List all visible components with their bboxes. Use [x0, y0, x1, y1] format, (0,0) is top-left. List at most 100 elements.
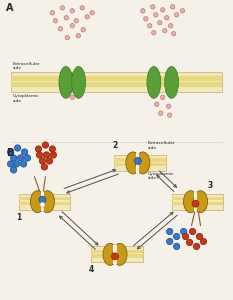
- Circle shape: [39, 196, 46, 203]
- Bar: [136, 153, 139, 172]
- Circle shape: [24, 155, 31, 161]
- Text: Cytoplasmic
side: Cytoplasmic side: [148, 172, 175, 181]
- Text: Extracellular
side: Extracellular side: [148, 141, 175, 150]
- Circle shape: [161, 95, 165, 100]
- Bar: [91, 246, 143, 262]
- Circle shape: [154, 102, 159, 106]
- Ellipse shape: [113, 243, 127, 266]
- Circle shape: [14, 161, 20, 167]
- Circle shape: [168, 24, 173, 28]
- Circle shape: [200, 238, 207, 244]
- Ellipse shape: [193, 191, 208, 213]
- Circle shape: [7, 149, 14, 155]
- Circle shape: [50, 11, 55, 15]
- Circle shape: [164, 16, 169, 20]
- Circle shape: [167, 238, 173, 244]
- Circle shape: [7, 161, 14, 167]
- Text: 4: 4: [89, 265, 94, 274]
- Bar: [114, 155, 166, 171]
- Ellipse shape: [136, 152, 150, 174]
- Bar: [114, 158, 166, 162]
- Circle shape: [21, 149, 28, 155]
- Text: Extracellular
side: Extracellular side: [13, 62, 40, 70]
- Circle shape: [171, 5, 175, 9]
- Text: 1: 1: [17, 213, 22, 222]
- Circle shape: [167, 228, 173, 235]
- Circle shape: [171, 32, 176, 36]
- Circle shape: [53, 19, 58, 23]
- Circle shape: [173, 233, 180, 240]
- Bar: [172, 194, 223, 210]
- Circle shape: [141, 9, 145, 13]
- Circle shape: [50, 152, 57, 158]
- Circle shape: [158, 111, 163, 116]
- Circle shape: [46, 158, 53, 164]
- Circle shape: [168, 113, 172, 117]
- Circle shape: [14, 145, 21, 151]
- Text: A: A: [6, 3, 13, 13]
- Circle shape: [85, 15, 89, 19]
- Text: Cytoplasmic
side: Cytoplasmic side: [13, 94, 39, 103]
- Circle shape: [60, 6, 65, 10]
- Circle shape: [167, 104, 171, 108]
- Bar: [41, 192, 44, 212]
- Circle shape: [154, 13, 158, 17]
- Circle shape: [134, 158, 141, 164]
- Bar: [69, 74, 75, 92]
- Circle shape: [192, 200, 199, 207]
- Circle shape: [43, 152, 50, 158]
- Bar: [91, 254, 143, 258]
- Circle shape: [182, 233, 189, 240]
- Circle shape: [42, 142, 49, 148]
- Circle shape: [112, 253, 119, 260]
- Circle shape: [144, 16, 148, 21]
- Circle shape: [36, 152, 43, 158]
- Circle shape: [158, 21, 162, 25]
- Bar: [91, 250, 143, 253]
- Circle shape: [70, 9, 75, 13]
- Circle shape: [49, 146, 55, 152]
- Bar: [19, 194, 70, 210]
- Circle shape: [193, 243, 200, 250]
- Circle shape: [40, 202, 45, 207]
- Circle shape: [41, 164, 48, 170]
- Ellipse shape: [126, 152, 140, 174]
- Ellipse shape: [164, 67, 178, 98]
- Circle shape: [64, 16, 69, 20]
- Circle shape: [35, 146, 42, 152]
- Ellipse shape: [184, 191, 198, 213]
- Circle shape: [161, 8, 165, 12]
- Bar: [11, 82, 222, 87]
- Circle shape: [39, 158, 46, 164]
- Circle shape: [76, 34, 80, 38]
- Circle shape: [189, 228, 196, 235]
- Circle shape: [180, 228, 187, 235]
- Bar: [19, 202, 70, 205]
- Circle shape: [151, 5, 155, 9]
- Ellipse shape: [40, 191, 55, 213]
- Bar: [114, 163, 166, 166]
- Ellipse shape: [72, 67, 86, 98]
- Bar: [11, 73, 222, 92]
- Circle shape: [17, 155, 24, 161]
- Circle shape: [163, 28, 167, 33]
- Text: B: B: [6, 148, 13, 158]
- Ellipse shape: [59, 67, 73, 98]
- Circle shape: [173, 243, 180, 250]
- Circle shape: [70, 24, 75, 28]
- Circle shape: [10, 167, 17, 173]
- Bar: [19, 197, 70, 200]
- Circle shape: [148, 24, 152, 28]
- Circle shape: [175, 13, 179, 17]
- Bar: [113, 245, 116, 264]
- Circle shape: [180, 9, 185, 13]
- Circle shape: [10, 155, 17, 161]
- Circle shape: [80, 6, 84, 10]
- Bar: [172, 197, 223, 200]
- Bar: [11, 76, 222, 81]
- Circle shape: [90, 11, 94, 15]
- Circle shape: [196, 233, 203, 240]
- Circle shape: [20, 161, 27, 167]
- Circle shape: [186, 239, 193, 246]
- Ellipse shape: [103, 243, 117, 266]
